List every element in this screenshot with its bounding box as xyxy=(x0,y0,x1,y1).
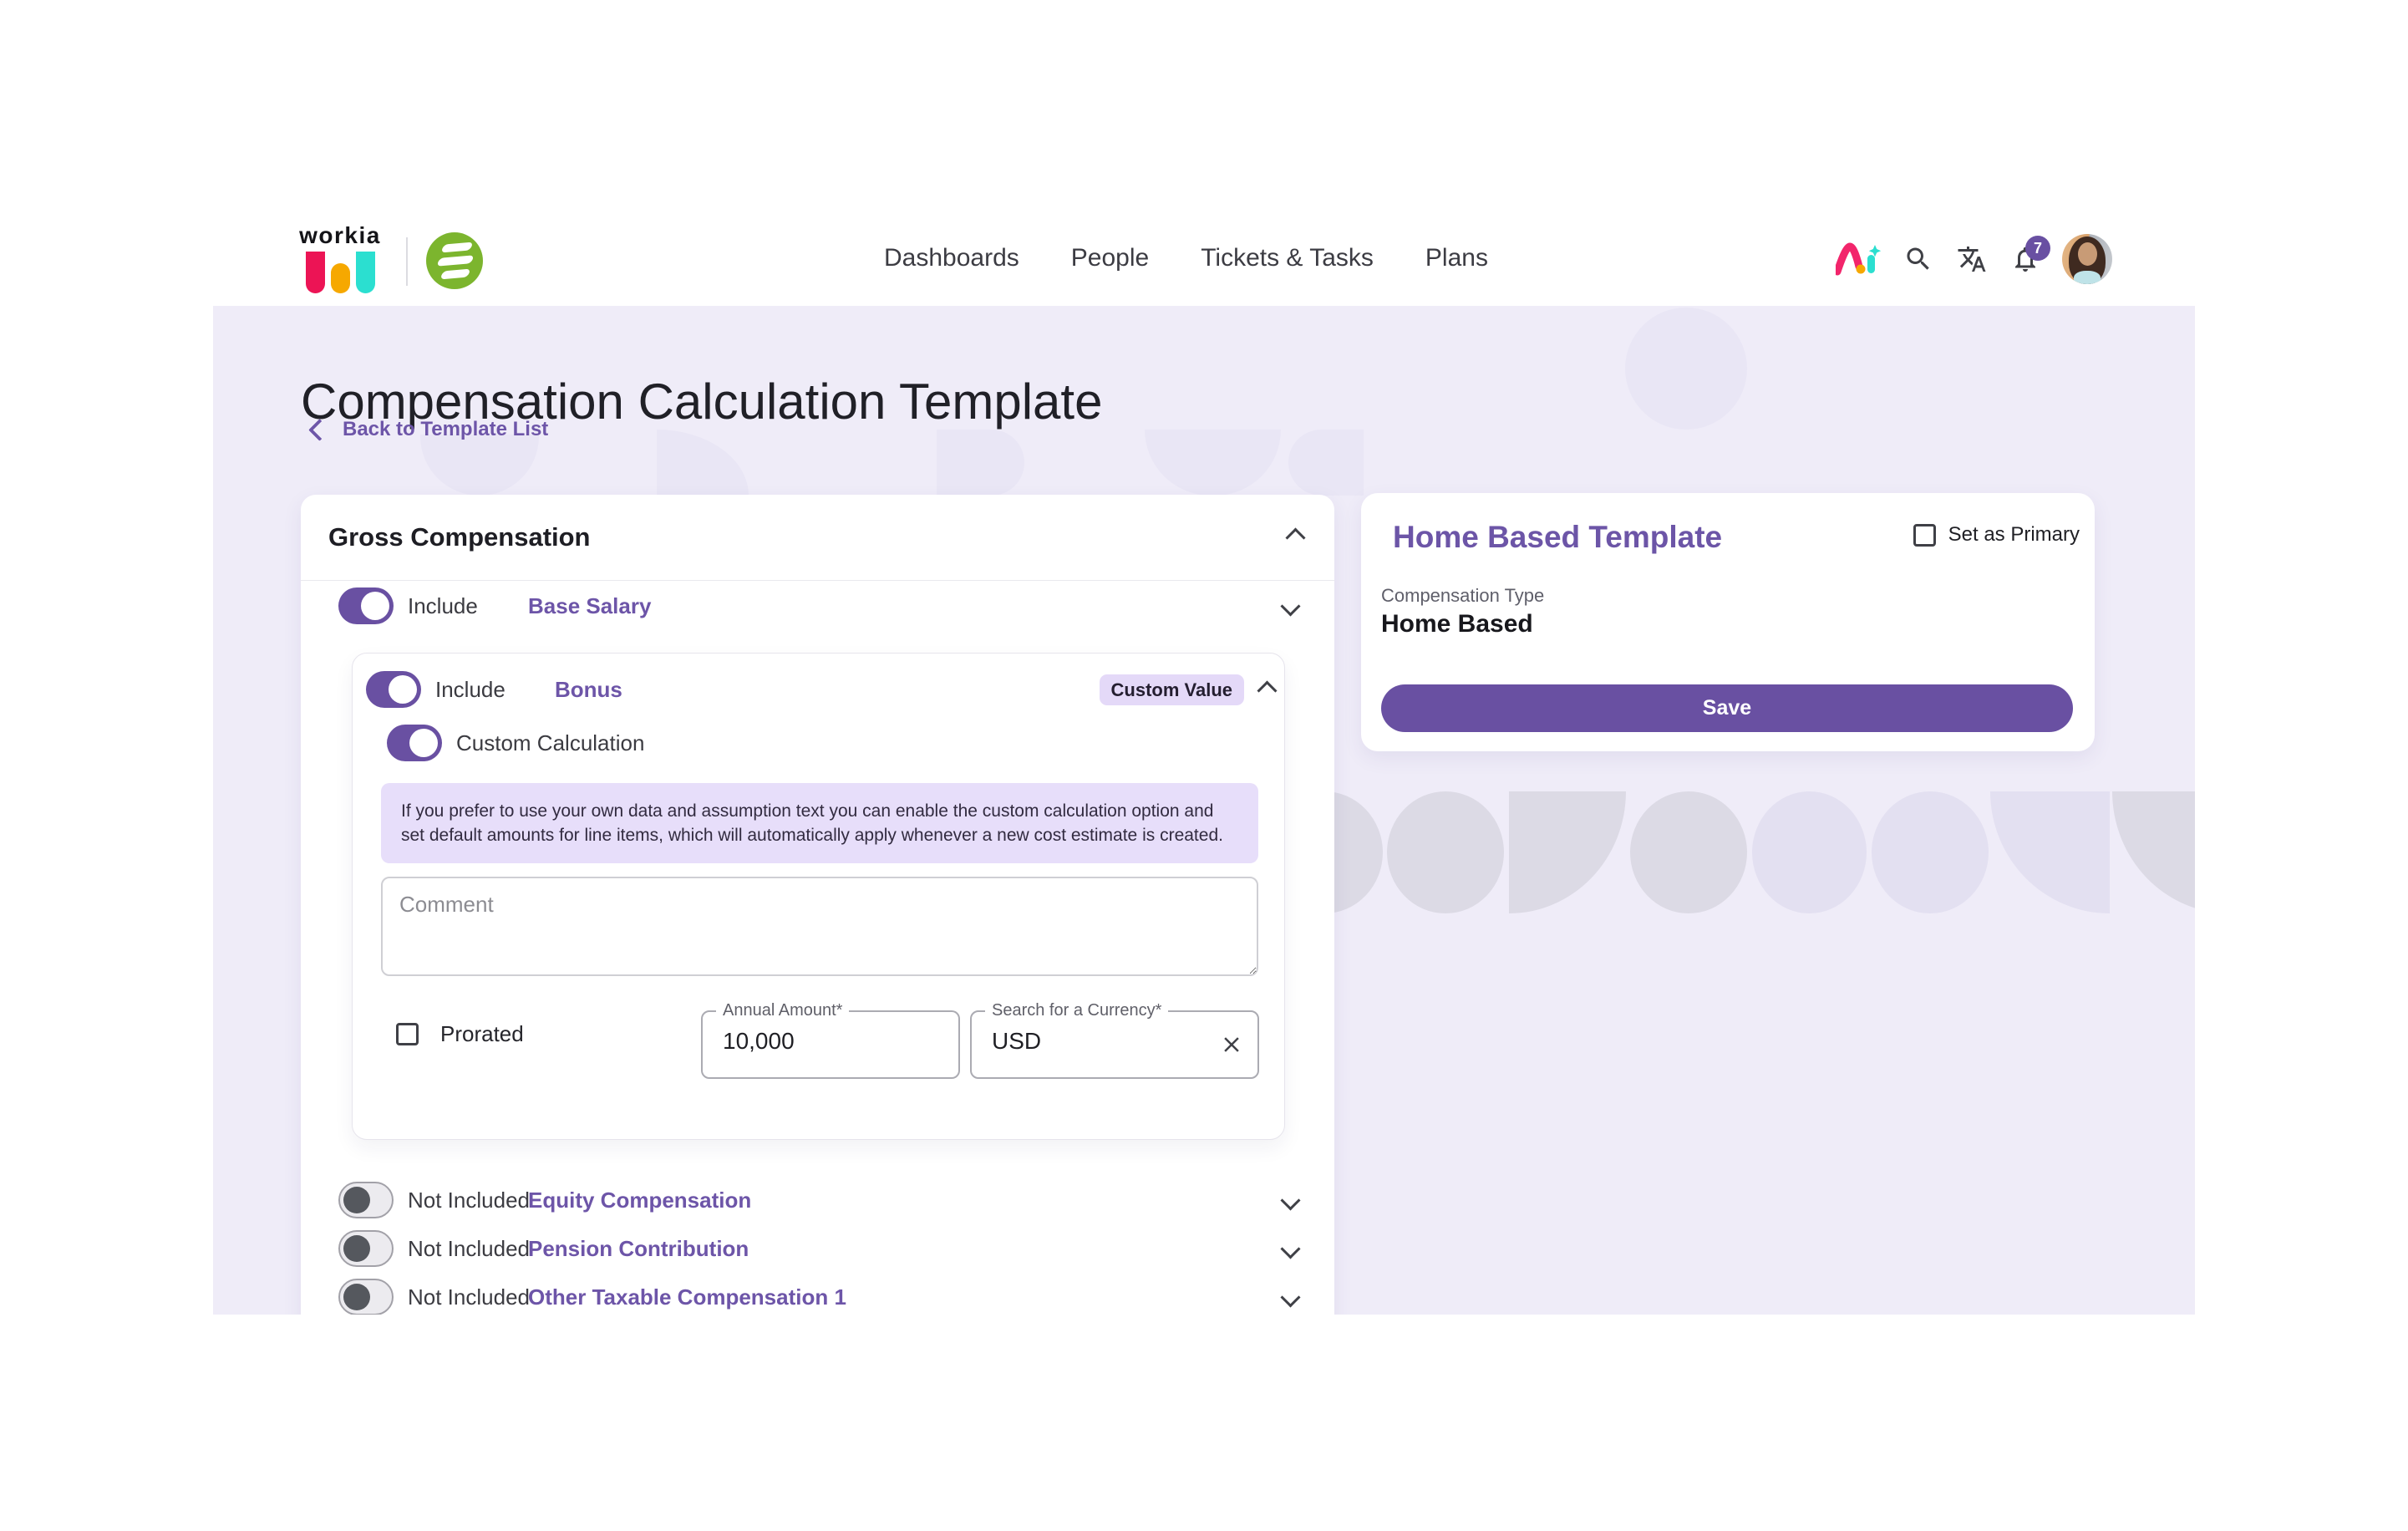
decor-half xyxy=(1288,430,1364,496)
annual-amount-label: Annual Amount* xyxy=(716,1001,850,1020)
clear-currency-icon[interactable] xyxy=(1219,1032,1244,1057)
decor-circle xyxy=(1872,791,1989,913)
currency-label: Search for a Currency* xyxy=(985,1001,1169,1020)
nav-tickets-tasks[interactable]: Tickets & Tasks xyxy=(1201,244,1374,272)
annual-amount-field: Annual Amount* xyxy=(701,1001,960,1079)
workia-bars-icon xyxy=(294,252,386,293)
chevron-down-icon[interactable] xyxy=(1280,1286,1301,1308)
pension-contribution-toggle[interactable] xyxy=(338,1230,394,1267)
custom-calculation-info: If you prefer to use your own data and a… xyxy=(381,783,1258,863)
divider xyxy=(301,580,1334,581)
ai-assistant-icon[interactable] xyxy=(1835,242,1882,276)
pension-contribution-row: Not Included Pension Contribution xyxy=(301,1223,1334,1274)
equity-compensation-toggle[interactable] xyxy=(338,1182,394,1218)
currency-field: Search for a Currency* xyxy=(970,1001,1259,1079)
set-as-primary-checkbox[interactable] xyxy=(1913,523,1936,547)
nav-plans[interactable]: Plans xyxy=(1425,244,1488,272)
decor-quarter xyxy=(657,430,749,496)
other-taxable-compensation-row: Not Included Other Taxable Compensation … xyxy=(301,1272,1334,1315)
custom-calculation-row: Custom Calculation xyxy=(353,720,1284,766)
company-logo-icon[interactable] xyxy=(426,232,483,289)
decor-semicircle xyxy=(1145,430,1281,496)
other-taxable-compensation-link[interactable]: Other Taxable Compensation 1 xyxy=(528,1284,846,1310)
back-to-template-list-link[interactable]: Back to Template List xyxy=(308,416,548,443)
annual-amount-input[interactable] xyxy=(721,1027,904,1055)
chevron-down-icon[interactable] xyxy=(1280,1238,1301,1259)
bonus-card: Include Bonus Custom Value Custom Calcul… xyxy=(352,653,1285,1140)
save-button[interactable]: Save xyxy=(1381,684,2073,732)
custom-calculation-toggle[interactable] xyxy=(387,725,442,761)
nav-dashboards[interactable]: Dashboards xyxy=(884,244,1019,272)
workia-wordmark: workia xyxy=(299,222,381,248)
translate-icon[interactable] xyxy=(1955,242,1989,276)
prorated-checkbox[interactable] xyxy=(396,1022,419,1045)
notification-count-badge: 7 xyxy=(2025,236,2050,261)
base-salary-include-toggle[interactable] xyxy=(338,587,394,624)
bonus-include-toggle[interactable] xyxy=(366,671,421,708)
custom-value-badge: Custom Value xyxy=(1099,674,1244,705)
decor-circle xyxy=(1625,308,1747,430)
decor-quarter xyxy=(2112,791,2195,913)
base-salary-link[interactable]: Base Salary xyxy=(528,593,652,618)
compensation-type-value: Home Based xyxy=(1381,610,1533,638)
chevron-down-icon[interactable] xyxy=(1280,595,1301,617)
decor-quarter xyxy=(1509,791,1626,913)
search-icon[interactable] xyxy=(1902,242,1935,276)
notifications-bell-icon[interactable]: 7 xyxy=(2009,236,2050,276)
decor-half xyxy=(937,430,1024,496)
compensation-type-label: Compensation Type xyxy=(1381,585,1545,606)
template-title: Home Based Template xyxy=(1393,520,1723,554)
currency-input[interactable] xyxy=(990,1027,1194,1055)
other-taxable-compensation-toggle[interactable] xyxy=(338,1279,394,1315)
set-as-primary-row: Set as Primary xyxy=(1913,523,2080,547)
comment-textarea[interactable] xyxy=(381,877,1258,976)
content-panel: Compensation Calculation Template Back t… xyxy=(213,306,2195,1315)
chevron-down-icon[interactable] xyxy=(1280,1189,1301,1211)
home-based-template-card: Home Based Template Set as Primary Compe… xyxy=(1361,493,2095,751)
gross-card-header: Gross Compensation xyxy=(301,495,1334,580)
topbar-actions: 7 xyxy=(1835,234,2112,284)
nav-people[interactable]: People xyxy=(1070,244,1150,272)
page-title: Compensation Calculation Template xyxy=(301,374,1103,430)
prorated-row: Prorated xyxy=(396,1012,524,1055)
decor-circle xyxy=(1630,791,1747,913)
base-salary-row: Include Base Salary xyxy=(301,581,1334,631)
gross-card-title: Gross Compensation xyxy=(328,522,591,552)
decor-semicircle xyxy=(420,435,539,496)
decor-circle xyxy=(1387,791,1504,913)
bonus-row: Include Bonus xyxy=(353,666,1284,713)
header-divider xyxy=(406,237,408,286)
user-avatar[interactable] xyxy=(2062,234,2112,284)
main-nav: Dashboards People Tickets & Tasks Plans xyxy=(884,244,1488,272)
workia-logo[interactable]: workia xyxy=(294,222,386,293)
decor-quarter xyxy=(1990,791,2110,913)
equity-compensation-row: Not Included Equity Compensation xyxy=(301,1175,1334,1225)
bonus-link[interactable]: Bonus xyxy=(555,676,622,702)
decor-circle xyxy=(1752,791,1867,913)
chevron-left-icon xyxy=(308,418,331,441)
collapse-chevron-up-icon[interactable] xyxy=(1285,526,1306,548)
equity-compensation-link[interactable]: Equity Compensation xyxy=(528,1187,752,1213)
gross-compensation-card: Gross Compensation Include Base Salary I… xyxy=(301,495,1334,1315)
pension-contribution-link[interactable]: Pension Contribution xyxy=(528,1235,749,1261)
